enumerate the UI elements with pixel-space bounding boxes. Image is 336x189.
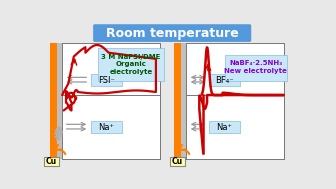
Text: Organic: Organic — [116, 61, 146, 67]
Text: electrolyte: electrolyte — [110, 69, 153, 75]
FancyBboxPatch shape — [44, 157, 59, 166]
FancyBboxPatch shape — [225, 55, 287, 81]
FancyBboxPatch shape — [170, 157, 185, 166]
Text: NaBF₄·2.5NH₃: NaBF₄·2.5NH₃ — [229, 60, 283, 66]
FancyBboxPatch shape — [209, 74, 240, 86]
Text: 3 M NaFSI/DME: 3 M NaFSI/DME — [101, 53, 161, 60]
FancyBboxPatch shape — [91, 121, 122, 133]
FancyBboxPatch shape — [93, 24, 251, 42]
Text: Cu: Cu — [172, 157, 183, 166]
Bar — [50, 43, 57, 159]
Text: Room temperature: Room temperature — [106, 27, 239, 40]
Text: Cu: Cu — [46, 157, 57, 166]
Bar — [181, 43, 186, 159]
Text: New electrolyte: New electrolyte — [224, 68, 287, 74]
Bar — [174, 43, 181, 159]
Text: FSI⁻: FSI⁻ — [98, 76, 115, 84]
FancyBboxPatch shape — [209, 121, 240, 133]
Bar — [57, 43, 62, 159]
Text: BF₄⁻: BF₄⁻ — [215, 76, 234, 84]
Bar — [186, 43, 284, 159]
FancyBboxPatch shape — [98, 48, 164, 81]
Text: Na⁺: Na⁺ — [216, 122, 232, 132]
Bar — [62, 43, 160, 159]
FancyBboxPatch shape — [91, 74, 122, 86]
Text: Na⁺: Na⁺ — [98, 122, 114, 132]
